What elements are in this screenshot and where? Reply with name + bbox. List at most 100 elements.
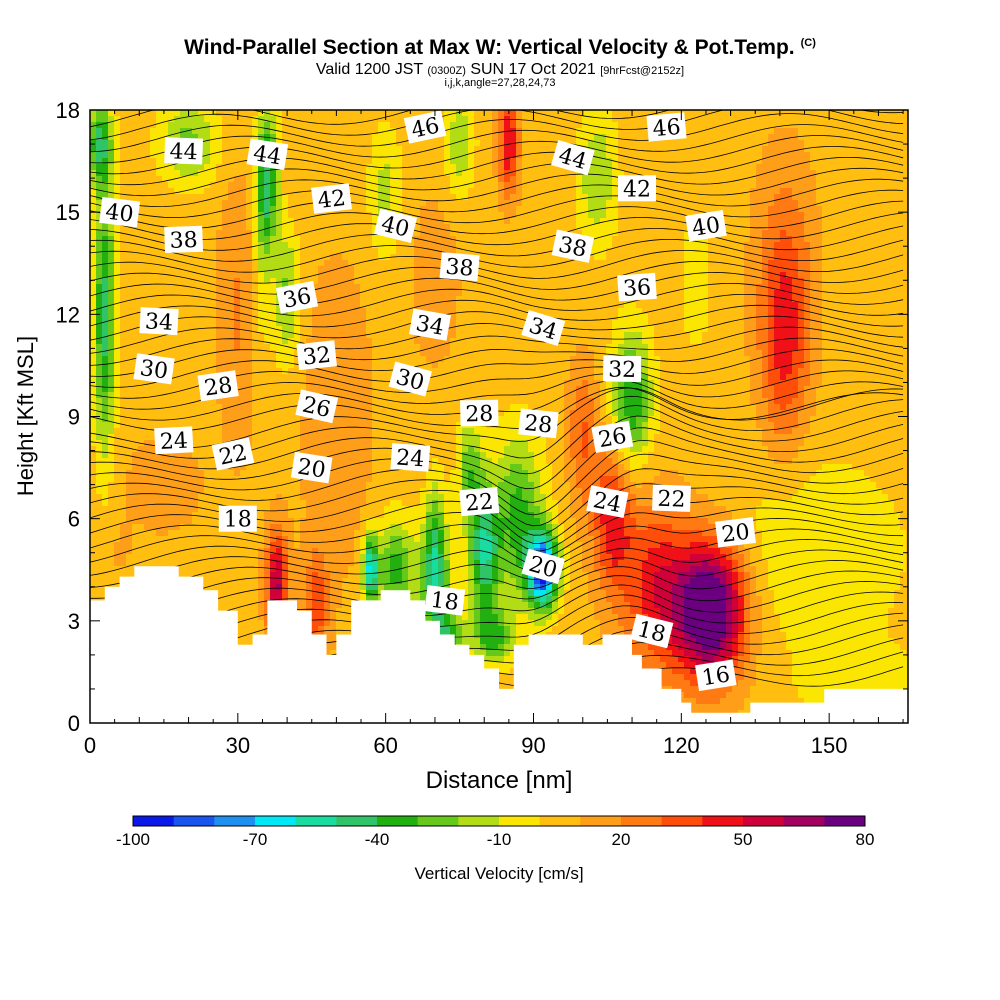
isentrope-label: 24: [586, 485, 629, 518]
isentrope-label-text: 20: [296, 455, 328, 484]
isentrope-label-text: 32: [608, 358, 636, 383]
isentrope-label: 20: [715, 517, 756, 548]
isentrope-label-text: 28: [203, 373, 234, 402]
isentrope-label-text: 22: [217, 440, 250, 470]
isentrope-label-text: 36: [622, 275, 652, 302]
colorbar-segment: [255, 816, 297, 826]
isentrope-label: 20: [521, 548, 566, 585]
x-tick-label: 0: [84, 733, 96, 758]
isentrope-label: 22: [459, 486, 500, 517]
valid-date: SUN 17 Oct 2021: [470, 61, 596, 78]
isentrope-label-text: 46: [652, 115, 682, 142]
isentrope-label: 28: [460, 399, 499, 427]
isentrope-label-text: 24: [591, 488, 623, 518]
isentrope-label-text: 26: [300, 392, 333, 423]
colorbar-segment: [214, 816, 256, 826]
x-tick-label: 60: [373, 733, 397, 758]
chart-title-tag: (C): [800, 37, 816, 49]
isentrope-label: 32: [296, 340, 337, 371]
isentrope-label: 42: [618, 175, 656, 202]
isentrope-label: 30: [388, 361, 433, 397]
isentrope-label: 44: [246, 138, 289, 170]
utc-time: (0300Z): [427, 65, 466, 77]
isentrope-label: 40: [685, 209, 727, 242]
colorbar-segment: [173, 816, 215, 826]
y-tick-label: 18: [56, 98, 80, 123]
isentrope-label-text: 40: [690, 213, 722, 242]
y-tick-label: 6: [68, 507, 80, 532]
isentrope-label: 28: [518, 408, 559, 439]
y-tick-label: 3: [68, 609, 80, 634]
x-tick-label: 150: [811, 733, 848, 758]
x-tick-label: 90: [521, 733, 545, 758]
isentrope-label-text: 26: [597, 424, 629, 453]
isentrope-label: 16: [695, 659, 737, 691]
axis-ticks: [89, 109, 908, 724]
colorbar-tick-label: -10: [487, 830, 512, 849]
y-tick-label: 15: [56, 200, 80, 225]
isentrope-label: 26: [591, 420, 634, 453]
isentrope-label-text: 40: [104, 200, 135, 228]
isentrope-label: 18: [424, 585, 466, 616]
isentrope-label: 24: [154, 426, 194, 455]
colorbar-segment: [539, 816, 581, 826]
isentrope-label: 36: [617, 272, 657, 302]
isentrope-label: 40: [99, 196, 141, 228]
colorbar-segment: [743, 816, 785, 826]
chart-title: Wind-Parallel Section at Max W: Vertical…: [184, 36, 816, 59]
isentrope-label-text: 22: [657, 487, 686, 513]
isentrope-label: 28: [197, 370, 239, 402]
isentrope-label-text: 24: [395, 445, 425, 472]
colorbar: -100 -70 -40 -10 20 50 80: [116, 815, 875, 849]
colorbar-segment: [499, 816, 541, 826]
isentrope-label-text: 46: [409, 113, 442, 143]
isentrope-label-text: 38: [169, 228, 198, 254]
isentrope-label-text: 24: [159, 429, 188, 455]
y-axis-label: Height [Kft MSL]: [13, 335, 38, 497]
isentrope-label-text: 42: [623, 177, 651, 202]
colorbar-tick-label: 50: [734, 830, 753, 849]
isentrope-label-text: 44: [251, 141, 283, 170]
isentrope-label: 18: [218, 505, 257, 533]
isentrope-label: 34: [409, 308, 451, 341]
colorbar-tick-label: 80: [856, 830, 875, 849]
x-tick-label: 30: [226, 733, 250, 758]
colorbar-segment: [377, 816, 419, 826]
chart-subtitle: Valid 1200 JST (0300Z) SUN 17 Oct 2021 […: [0, 61, 1000, 79]
isentrope-label: 38: [439, 252, 480, 282]
colorbar-segment: [824, 816, 866, 826]
colorbar-segment: [417, 816, 459, 826]
isentrope-label-text: 20: [720, 520, 751, 548]
isentrope-label-text: 42: [316, 186, 347, 214]
isentrope-label: 40: [373, 208, 418, 244]
isentrope-label-text: 44: [169, 139, 198, 165]
terrain: [90, 566, 908, 723]
isentrope-label-text: 38: [444, 255, 474, 282]
isentrope-label-text: 18: [224, 508, 252, 533]
isentrope-label-text: 34: [144, 309, 173, 335]
isentrope-label: 32: [602, 355, 642, 383]
isentrope-label: 36: [275, 280, 319, 314]
isentrope-label-text: 38: [556, 233, 589, 263]
colorbar-segment: [133, 816, 175, 826]
isentrope-label-text: 22: [464, 489, 494, 516]
colorbar-frame: [132, 815, 866, 827]
colorbar-tick-label: -100: [116, 830, 150, 849]
y-tick-label: 9: [68, 405, 80, 430]
valid-time: Valid 1200 JST: [315, 61, 423, 78]
isentrope-label-text: 34: [414, 311, 446, 340]
isentrope-label: 44: [164, 137, 204, 165]
isentrope-label: 26: [295, 389, 339, 424]
colorbar-segment: [336, 816, 378, 826]
isentrope-label: 46: [646, 112, 687, 142]
grid-indices: i,j,k,angle=27,28,24,73: [444, 77, 556, 89]
isentrope-label-text: 36: [281, 284, 313, 314]
colorbar-tick-label: -40: [365, 830, 390, 849]
isentrope-label: 38: [164, 225, 204, 254]
isentrope-label: 24: [390, 443, 431, 472]
colorbar-segment: [661, 816, 703, 826]
isentrope-label-text: 16: [700, 662, 732, 691]
colorbar-label: Vertical Velocity [cm/s]: [414, 864, 584, 883]
isentrope-label: 38: [551, 229, 595, 263]
colorbar-segment: [295, 816, 337, 826]
